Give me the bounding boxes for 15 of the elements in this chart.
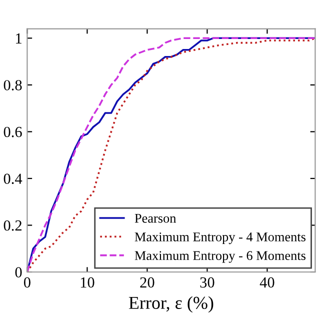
legend-label: Maximum Entropy - 6 Moments — [134, 251, 306, 263]
y-tick-label: 0.6 — [4, 126, 22, 138]
legend-label: Maximum Entropy - 4 Moments — [134, 232, 306, 244]
x-tick-label: 20 — [140, 277, 154, 288]
x-axis-title: Error, ε (%) — [128, 296, 214, 313]
y-tick-label: 0.2 — [4, 220, 22, 231]
x-tick-label: 10 — [80, 277, 94, 288]
legend-label: Pearson — [134, 214, 176, 223]
x-tick-label: 30 — [200, 277, 214, 288]
x-tick-label: 40 — [260, 277, 274, 288]
y-tick-label: 0.4 — [4, 174, 22, 184]
y-tick-label: 0.8 — [4, 80, 22, 90]
x-tick-label: 0 — [24, 277, 30, 288]
y-tick-label: 1 — [16, 33, 22, 44]
y-tick-label: 0 — [15, 267, 22, 278]
